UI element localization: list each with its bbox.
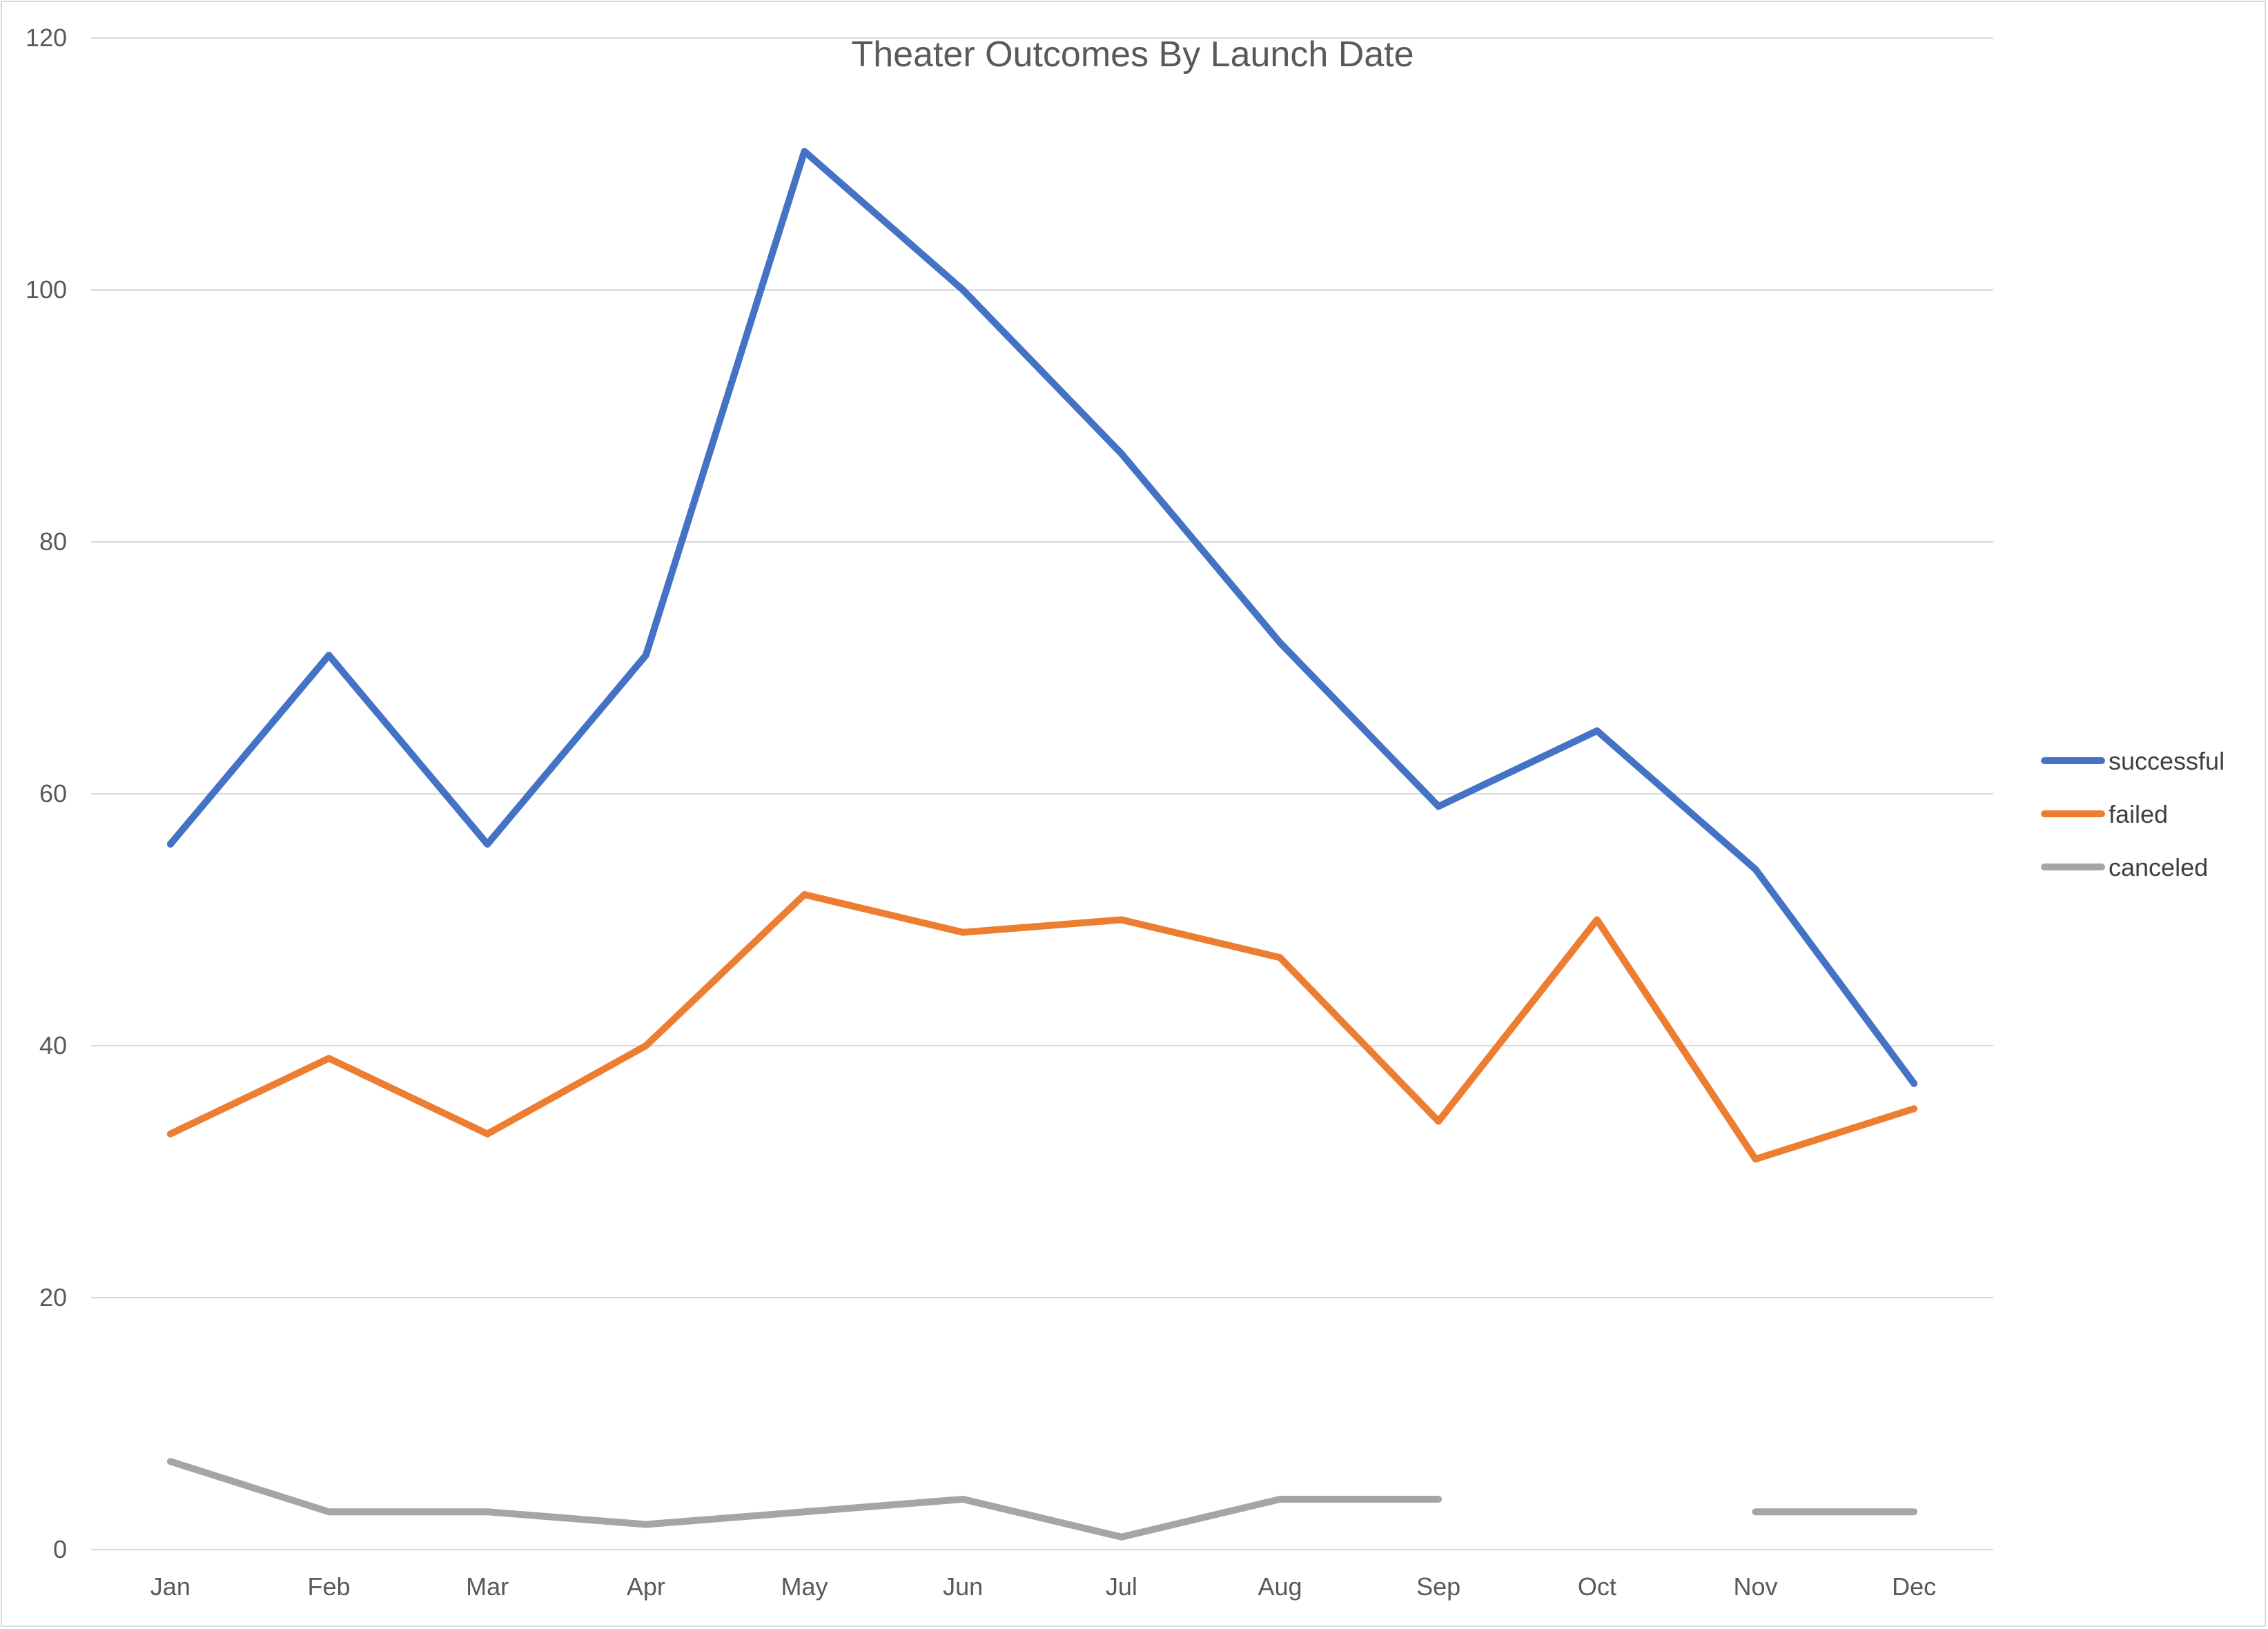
y-tick-label: 120 xyxy=(26,23,67,52)
x-tick-label: Aug xyxy=(1258,1572,1302,1601)
legend: successful failed canceled xyxy=(2041,747,2225,881)
y-tick-label: 60 xyxy=(39,779,67,808)
series-lines xyxy=(166,148,1918,1541)
x-tick-label: Nov xyxy=(1733,1572,1777,1601)
legend-label-canceled: canceled xyxy=(2109,853,2208,881)
x-tick-label: Oct xyxy=(1578,1572,1616,1601)
x-tick-label: Feb xyxy=(307,1572,350,1601)
legend-label-successful: successful xyxy=(2109,747,2225,775)
series-failed xyxy=(166,891,1918,1163)
series-canceled xyxy=(166,1458,1918,1541)
x-tick-label: Apr xyxy=(627,1572,665,1601)
x-tick-label: Jan xyxy=(150,1572,190,1601)
x-tick-label: May xyxy=(781,1572,828,1601)
y-tick-label: 0 xyxy=(53,1535,67,1563)
y-tick-label: 40 xyxy=(39,1031,67,1060)
series-line-successful xyxy=(166,148,1918,1087)
series-line-canceled xyxy=(166,1458,1443,1541)
x-tick-label: Jun xyxy=(943,1572,983,1601)
x-tick-label: Mar xyxy=(466,1572,509,1601)
y-tick-label: 20 xyxy=(39,1283,67,1311)
x-axis-tick-labels: Jan Feb Mar Apr May Jun Jul Aug Sep Oct Nov Dec xyxy=(150,1572,1936,1601)
y-tick-label: 100 xyxy=(26,275,67,304)
x-tick-label: Dec xyxy=(1892,1572,1936,1601)
y-axis-tick-labels: 0 20 40 60 80 100 120 xyxy=(26,23,67,1563)
series-successful xyxy=(166,148,1918,1087)
legend-label-failed: failed xyxy=(2109,800,2168,828)
series-line-failed xyxy=(166,891,1918,1163)
gridlines xyxy=(91,37,1993,1550)
y-tick-label: 80 xyxy=(39,527,67,556)
chart-title: Theater Outcomes By Launch Date xyxy=(851,35,1414,75)
x-tick-label: Jul xyxy=(1106,1572,1137,1601)
x-tick-label: Sep xyxy=(1416,1572,1460,1601)
